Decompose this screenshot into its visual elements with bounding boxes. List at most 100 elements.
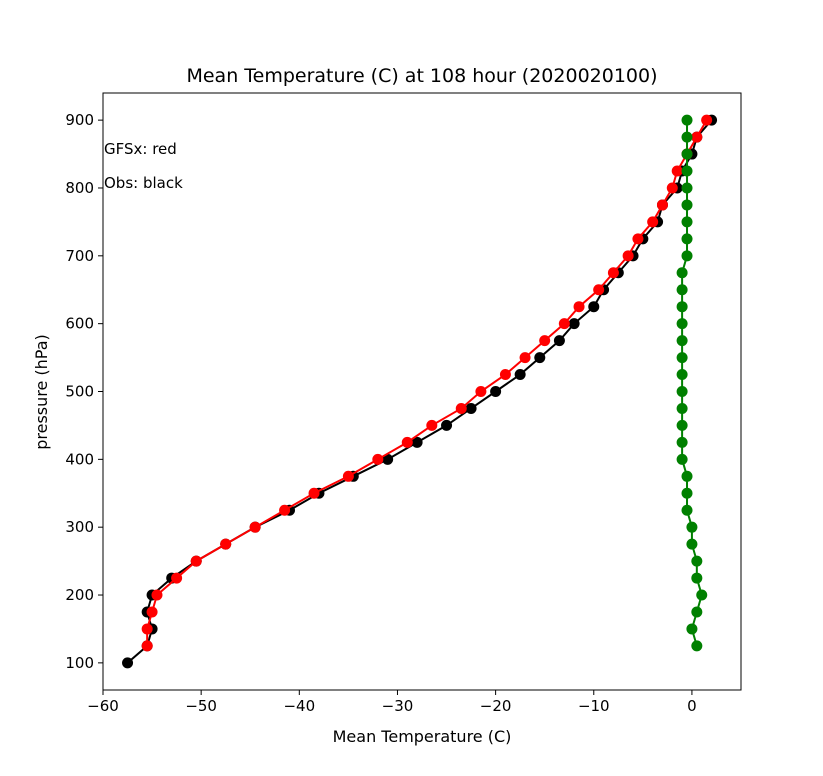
data-point: [519, 352, 531, 364]
y-tick-label: 300: [65, 518, 94, 536]
x-tick-label: −60: [87, 697, 119, 715]
data-point: [691, 640, 703, 652]
data-point: [514, 369, 526, 381]
y-tick-label: 800: [65, 179, 94, 197]
data-point: [141, 640, 153, 652]
data-point: [573, 301, 585, 313]
data-point: [426, 419, 438, 431]
data-point: [691, 131, 703, 143]
data-point: [622, 250, 634, 262]
y-tick-label: 600: [65, 315, 94, 333]
x-tick-label: 0: [687, 697, 697, 715]
series-layer: [122, 114, 718, 669]
x-tick-label: −20: [480, 697, 512, 715]
data-point: [676, 352, 688, 364]
y-axis-label: pressure (hPa): [32, 334, 51, 450]
data-point: [676, 284, 688, 296]
chart-title: Mean Temperature (C) at 108 hour (202002…: [186, 65, 657, 87]
data-point: [171, 572, 183, 584]
data-point: [382, 453, 394, 465]
data-point: [686, 623, 698, 635]
x-axis-label: Mean Temperature (C): [333, 727, 512, 746]
data-point: [372, 453, 384, 465]
data-point: [691, 606, 703, 618]
data-point: [691, 572, 703, 584]
data-point: [249, 521, 261, 533]
data-point: [441, 419, 453, 431]
series-1: [141, 114, 713, 652]
data-point: [558, 318, 570, 330]
data-point: [681, 504, 693, 516]
data-point: [676, 453, 688, 465]
data-point: [151, 589, 163, 601]
y-tick-label: 200: [65, 586, 94, 604]
y-tick-label: 400: [65, 450, 94, 468]
data-point: [696, 589, 708, 601]
data-point: [539, 335, 551, 347]
data-point: [681, 165, 693, 177]
data-point: [676, 301, 688, 313]
x-tick-label: −10: [578, 697, 610, 715]
data-point: [656, 199, 668, 211]
data-point: [681, 470, 693, 482]
data-point: [666, 182, 678, 194]
y-tick-label: 500: [65, 383, 94, 401]
x-axis: −60 −50 −40 −30 −20 −10 0: [87, 690, 697, 715]
data-point: [308, 487, 320, 499]
data-point: [671, 165, 683, 177]
data-point: [647, 216, 659, 228]
data-point: [686, 521, 698, 533]
data-point: [141, 623, 153, 635]
data-point: [568, 318, 580, 330]
data-point: [676, 369, 688, 381]
data-point: [681, 131, 693, 143]
x-tick-label: −30: [382, 697, 414, 715]
data-point: [490, 386, 502, 397]
data-point: [190, 555, 202, 567]
data-point: [122, 657, 134, 669]
data-point: [465, 402, 477, 414]
data-point: [681, 487, 693, 499]
data-point: [455, 402, 467, 414]
data-point: [681, 216, 693, 228]
data-point: [146, 606, 158, 618]
data-point: [691, 555, 703, 567]
x-tick-label: −50: [185, 697, 217, 715]
data-point: [676, 402, 688, 414]
annotation-obs: Obs: black: [104, 174, 183, 192]
data-point: [701, 114, 713, 126]
data-point: [681, 182, 693, 194]
data-point: [681, 199, 693, 211]
data-point: [553, 335, 565, 347]
y-tick-label: 900: [65, 111, 94, 129]
data-point: [681, 114, 693, 126]
data-point: [220, 538, 232, 550]
data-point: [607, 267, 619, 279]
data-point: [534, 352, 546, 364]
annotation-gfsx: GFSx: red: [104, 140, 177, 158]
data-point: [499, 369, 511, 381]
data-point: [475, 386, 487, 397]
x-tick-label: −40: [283, 697, 315, 715]
y-tick-label: 700: [65, 247, 94, 265]
data-point: [676, 436, 688, 448]
data-point: [279, 504, 291, 516]
data-point: [676, 318, 688, 330]
data-point: [401, 436, 413, 448]
series-2: [676, 114, 708, 652]
data-point: [342, 470, 354, 482]
data-point: [686, 538, 698, 550]
data-point: [681, 148, 693, 160]
data-point: [632, 233, 644, 245]
data-point: [676, 267, 688, 279]
data-point: [681, 250, 693, 262]
y-axis: 100 200 300 400 500 600 700 800 900: [65, 111, 103, 672]
y-tick-label: 100: [65, 654, 94, 672]
data-point: [411, 436, 423, 448]
data-point: [593, 284, 605, 296]
data-point: [676, 335, 688, 347]
data-point: [676, 386, 688, 397]
data-point: [588, 301, 600, 313]
data-point: [681, 233, 693, 245]
